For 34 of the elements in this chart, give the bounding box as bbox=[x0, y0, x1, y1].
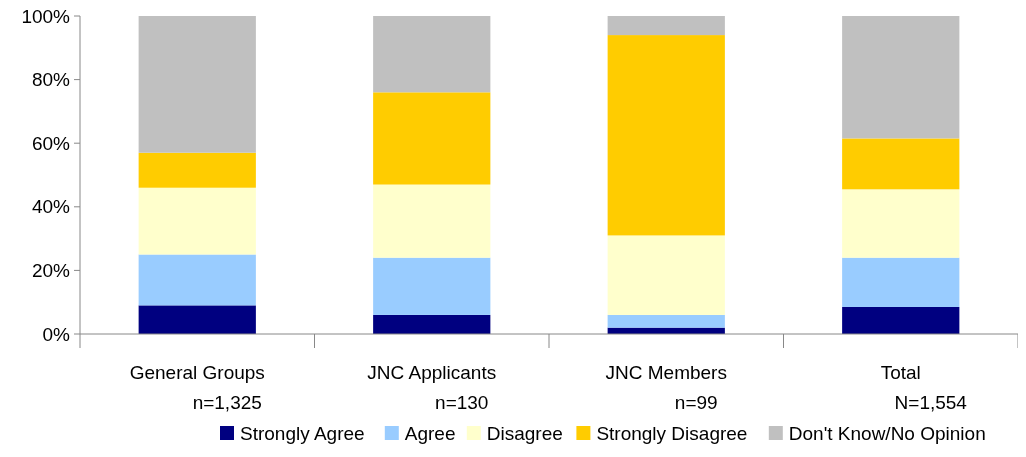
y-tick-label: 0% bbox=[42, 323, 71, 345]
x-tick-label: JNC Members n=99 bbox=[605, 362, 727, 413]
bar bbox=[373, 314, 491, 334]
bar bbox=[607, 35, 725, 236]
bar bbox=[607, 16, 725, 36]
y-tick-label: 40% bbox=[31, 196, 71, 218]
bar bbox=[842, 257, 960, 307]
bar bbox=[842, 16, 960, 139]
legend-label: Disagree bbox=[486, 422, 563, 444]
bar bbox=[138, 187, 256, 255]
bar bbox=[373, 257, 491, 315]
y-tick-label: 20% bbox=[31, 260, 71, 282]
bar bbox=[842, 189, 960, 258]
y-tick-label: 100% bbox=[21, 5, 71, 27]
bar bbox=[138, 254, 256, 306]
bar bbox=[607, 235, 725, 315]
bar bbox=[373, 184, 491, 258]
legend-label: Don't Know/No Opinion bbox=[788, 422, 986, 444]
bar bbox=[607, 314, 725, 328]
legend-label: Strongly Disagree bbox=[596, 422, 748, 444]
bar bbox=[842, 306, 960, 334]
bar bbox=[373, 92, 491, 185]
bar bbox=[373, 16, 491, 93]
y-tick-label: 60% bbox=[31, 132, 71, 154]
y-tick-label: 80% bbox=[31, 69, 71, 91]
x-tick-label: JNC Applicants n=130 bbox=[367, 362, 497, 413]
bar bbox=[138, 152, 256, 188]
legend-label: Strongly Agree bbox=[240, 422, 365, 444]
x-tick-label: Total N=1,554 bbox=[880, 362, 968, 413]
bar bbox=[138, 16, 256, 153]
x-tick-label: General Groups n=1,325 bbox=[129, 362, 265, 413]
bar bbox=[842, 138, 960, 190]
legend-label: Agree bbox=[404, 422, 456, 444]
bar bbox=[138, 305, 256, 334]
